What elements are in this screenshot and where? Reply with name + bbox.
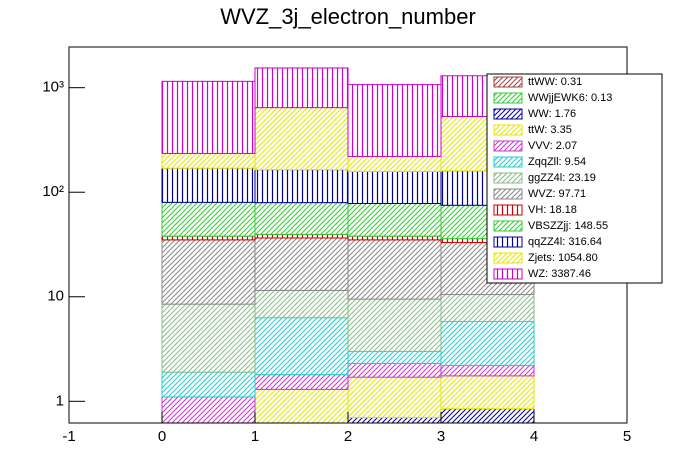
- x-tick-label: 0: [158, 428, 166, 445]
- bar-segment: [254, 169, 349, 204]
- bar-segment: [161, 80, 256, 154]
- legend-swatch: [493, 188, 523, 200]
- y-tick-label: 10²: [42, 183, 64, 200]
- bar-segment: [440, 294, 535, 322]
- y-tick-label: 10³: [42, 79, 64, 96]
- x-tick-label: 4: [530, 428, 538, 445]
- legend-swatch: [493, 124, 523, 136]
- legend-label: ttW: 3.35: [528, 124, 572, 136]
- bar-segment: [161, 235, 256, 241]
- bar-segment: [254, 233, 349, 239]
- bar-segment: [440, 408, 535, 424]
- legend-swatch: [493, 156, 523, 168]
- bar-segment: [254, 202, 349, 235]
- bar-segment: [161, 201, 256, 237]
- legend-label: WZ: 3387.46: [528, 268, 591, 280]
- chart-title: WVZ_3j_electron_number: [220, 4, 476, 29]
- legend-swatch: [493, 140, 523, 152]
- bar-segment: [347, 239, 442, 300]
- legend-label: VBSZZjj: 148.55: [528, 220, 608, 232]
- bar-segment: [347, 298, 442, 352]
- legend-swatch: [493, 220, 523, 232]
- bar-segment: [347, 235, 442, 241]
- legend-label: ggZZ4l: 23.19: [528, 172, 596, 184]
- legend-label: ttWW: 0.31: [528, 76, 582, 88]
- bar-segment: [161, 152, 256, 169]
- legend-swatch: [493, 108, 523, 120]
- x-tick-label: 1: [251, 428, 259, 445]
- bar-segment: [347, 170, 442, 205]
- bar-segment: [440, 320, 535, 367]
- x-tick-label: 2: [344, 428, 352, 445]
- legend-label: Zjets: 1054.80: [528, 252, 598, 264]
- legend-swatch: [493, 92, 523, 104]
- bar-segment: [161, 303, 256, 373]
- x-tick-label: 3: [437, 428, 445, 445]
- legend-label: VH: 18.18: [528, 204, 577, 216]
- legend-swatch: [493, 204, 523, 216]
- bar-segment: [347, 84, 442, 157]
- bar-segment: [347, 376, 442, 418]
- x-tick-label: 5: [623, 428, 631, 445]
- legend-swatch: [493, 236, 523, 248]
- bar-segment: [161, 396, 256, 424]
- legend-swatch: [493, 252, 523, 264]
- bar-segment: [254, 67, 349, 109]
- bar-segment: [347, 362, 442, 378]
- y-tick-label: 10: [47, 288, 64, 305]
- bar-segment: [440, 365, 535, 377]
- legend-label: WW: 1.76: [528, 108, 576, 120]
- legend-swatch: [493, 268, 523, 280]
- bar-segment: [347, 350, 442, 364]
- bar-segment: [161, 371, 256, 398]
- legend-label: WVZ: 97.71: [528, 188, 586, 200]
- bar-segment: [161, 167, 256, 203]
- bar-segment: [347, 416, 442, 424]
- bar-segment: [161, 239, 256, 305]
- legend: ttWW: 0.31 WWjjEWK6: 0.13 WW: 1.76 ttW: 3.3…: [486, 73, 663, 284]
- bar-segment: [254, 107, 349, 171]
- bar-segment: [254, 388, 349, 424]
- bar-segment: [347, 155, 442, 172]
- bar-segment: [347, 203, 442, 237]
- y-tick-label: 1: [56, 392, 64, 409]
- x-tick-label: -1: [62, 428, 75, 445]
- legend-label: ZqqZll: 9.54: [528, 156, 586, 168]
- bar-segment: [440, 375, 535, 410]
- bar-segment: [254, 317, 349, 376]
- bar-segment: [254, 289, 349, 319]
- legend-swatch: [493, 76, 523, 88]
- legend-label: VVV: 2.07: [528, 140, 577, 152]
- bar-segment: [254, 237, 349, 291]
- legend-label: WWjjEWK6: 0.13: [528, 92, 612, 104]
- legend-swatch: [493, 172, 523, 184]
- legend-label: qqZZ4l: 316.64: [528, 236, 602, 248]
- bar-segment: [254, 374, 349, 390]
